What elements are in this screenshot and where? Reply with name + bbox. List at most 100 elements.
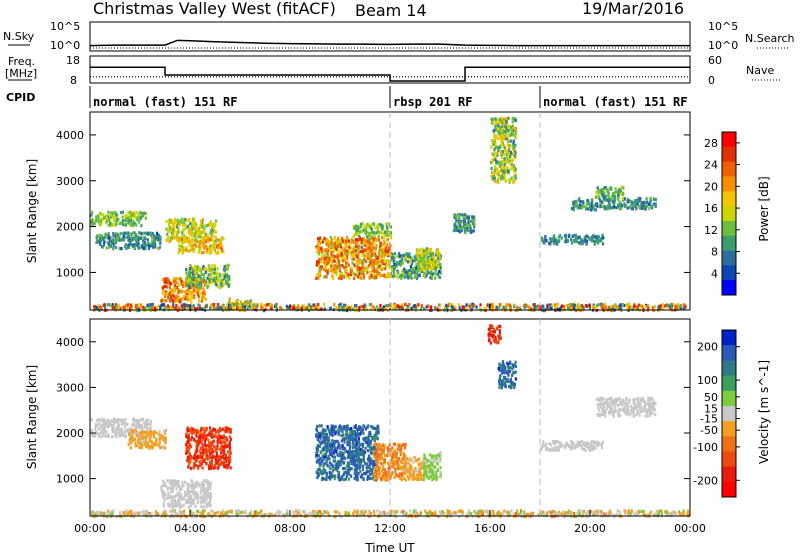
heatmap-cell xyxy=(225,428,228,432)
heatmap-cell xyxy=(136,309,139,313)
heatmap-cell xyxy=(204,280,207,284)
heatmap-cell xyxy=(152,442,155,446)
heatmap-cell xyxy=(173,300,176,304)
heatmap-cell xyxy=(680,307,683,311)
heatmap-cell xyxy=(492,302,495,306)
heatmap-cell xyxy=(342,303,345,307)
heatmap-cell xyxy=(492,121,495,125)
heatmap-cell xyxy=(417,269,420,273)
heatmap-cell xyxy=(495,306,498,310)
heatmap-cell xyxy=(510,159,513,163)
heatmap-cell xyxy=(322,254,326,258)
heatmap-cell xyxy=(462,220,465,224)
heatmap-cell xyxy=(199,440,203,444)
heatmap-cell xyxy=(140,305,143,309)
heatmap-cell xyxy=(210,459,213,463)
heatmap-cell xyxy=(493,155,496,159)
heatmap-cell xyxy=(110,211,113,215)
heatmap-cell xyxy=(227,450,230,454)
heatmap-cell xyxy=(188,217,191,222)
heatmap-cell xyxy=(338,240,341,244)
heatmap-cell xyxy=(215,237,218,241)
heatmap-cell xyxy=(189,502,193,506)
heatmap-cell xyxy=(195,449,198,453)
heatmap-cell xyxy=(112,428,115,433)
heatmap-cell xyxy=(175,230,178,235)
heatmap-cell xyxy=(505,160,508,164)
heatmap-cell xyxy=(317,276,320,280)
heatmap-cell xyxy=(647,306,650,310)
heatmap-cell xyxy=(175,219,178,223)
heatmap-cell xyxy=(202,244,205,248)
heatmap-cell xyxy=(200,269,203,273)
power-ylabel: Slant Range [km] xyxy=(25,159,39,263)
heatmap-cell xyxy=(459,230,462,234)
heatmap-cell xyxy=(498,130,501,134)
heatmap-cell xyxy=(597,191,600,195)
heatmap-cell xyxy=(173,284,177,288)
heatmap-cell xyxy=(341,263,344,268)
heatmap-cell xyxy=(142,236,145,240)
heatmap-cell xyxy=(505,152,508,156)
heatmap-cell xyxy=(318,249,321,253)
heatmap-cell xyxy=(315,263,318,267)
heatmap-cell xyxy=(167,295,170,299)
heatmap-cell xyxy=(500,116,503,120)
heatmap-cell xyxy=(202,242,205,246)
heatmap-cell xyxy=(128,245,131,250)
heatmap-cell xyxy=(199,230,202,234)
heatmap-cell xyxy=(354,249,357,253)
heatmap-cell xyxy=(406,254,409,258)
heatmap-cell xyxy=(187,274,190,278)
heatmap-cell xyxy=(187,236,190,240)
heatmap-cell xyxy=(364,239,367,243)
heatmap-cell xyxy=(223,457,226,461)
heatmap-cell xyxy=(209,453,212,457)
heatmap-cell xyxy=(359,269,362,273)
heatmap-cell xyxy=(122,305,125,309)
heatmap-cell xyxy=(621,303,624,307)
heatmap-cell xyxy=(253,302,256,306)
heatmap-cell xyxy=(573,239,576,243)
heatmap-cell xyxy=(192,456,195,460)
heatmap-cell xyxy=(407,260,410,264)
heatmap-cell xyxy=(361,263,364,267)
heatmap-cell xyxy=(203,440,206,444)
heatmap-cell xyxy=(376,263,379,267)
heatmap-cell xyxy=(669,306,672,310)
heatmap-cell xyxy=(115,434,118,438)
heatmap-cell xyxy=(99,218,103,222)
heatmap-cell xyxy=(581,206,584,210)
heatmap-cell xyxy=(217,435,220,439)
heatmap-cell xyxy=(457,213,460,217)
heatmap-cell xyxy=(127,231,130,235)
heatmap-cell xyxy=(195,432,198,436)
heatmap-cell xyxy=(320,260,323,264)
heatmap-cell xyxy=(168,307,172,311)
heatmap-cell xyxy=(386,250,389,254)
heatmap-cell xyxy=(355,243,358,247)
heatmap-cell xyxy=(115,235,119,239)
heatmap-cell xyxy=(195,289,198,293)
heatmap-cell xyxy=(472,303,476,307)
heatmap-cell xyxy=(106,241,109,245)
heatmap-cell xyxy=(420,256,423,261)
heatmap-cell xyxy=(503,130,506,134)
heatmap-cell xyxy=(174,296,177,300)
heatmap-cell xyxy=(630,207,633,211)
heatmap-cell xyxy=(433,263,436,267)
heatmap-cell xyxy=(141,214,144,218)
heatmap-cell xyxy=(569,306,573,310)
heatmap-cell xyxy=(133,243,136,247)
heatmap-cell xyxy=(217,438,220,442)
heatmap-cell xyxy=(321,257,324,261)
heatmap-cell xyxy=(546,305,549,309)
heatmap-cell xyxy=(437,275,440,279)
heatmap-cell xyxy=(200,498,203,502)
heatmap-cell xyxy=(378,251,381,255)
heatmap-cell xyxy=(172,287,175,291)
heatmap-cell xyxy=(231,307,235,311)
heatmap-cell xyxy=(347,263,350,267)
heatmap-cell xyxy=(424,254,427,258)
heatmap-cell xyxy=(193,465,196,469)
